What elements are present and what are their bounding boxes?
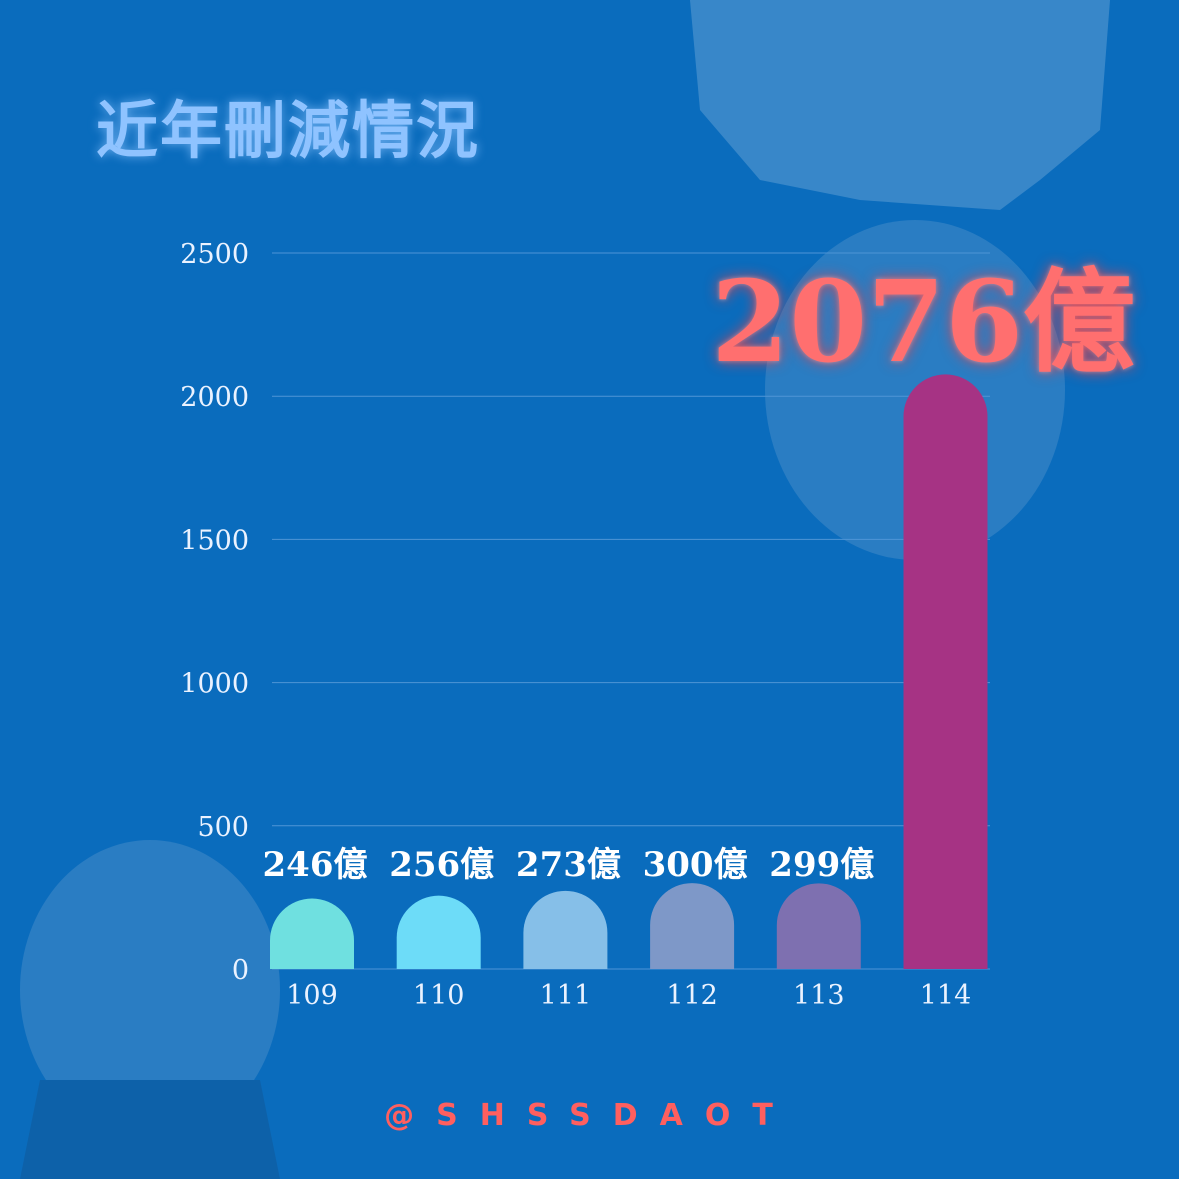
x-axis: 109 110 111 112 113 114 xyxy=(286,980,971,1011)
bars xyxy=(270,374,988,969)
x-tick-label: 114 xyxy=(920,980,972,1011)
highlight-value-label: 2076億 xyxy=(711,257,1135,388)
bar-112 xyxy=(650,883,735,969)
data-label: 300億 xyxy=(643,845,748,885)
bar-114 xyxy=(903,374,988,969)
y-tick-label: 2000 xyxy=(180,382,249,413)
account-handle: @SHSSDAOT xyxy=(384,1098,795,1133)
x-tick-label: 110 xyxy=(413,980,465,1011)
data-label: 299億 xyxy=(769,845,874,885)
x-tick-label: 111 xyxy=(540,980,592,1011)
bar-111 xyxy=(523,890,608,969)
page-title: 近年刪減情況 xyxy=(96,94,481,167)
y-tick-label: 2500 xyxy=(180,239,249,270)
x-tick-label: 113 xyxy=(793,980,845,1011)
bar-110 xyxy=(396,895,481,969)
bar-109 xyxy=(270,898,354,969)
y-tick-label: 1000 xyxy=(180,669,249,700)
y-tick-label: 0 xyxy=(232,955,249,986)
data-label: 256億 xyxy=(389,845,494,885)
data-label: 246億 xyxy=(263,845,368,885)
data-labels: 246億 256億 273億 300億 299億 xyxy=(263,845,875,885)
bar-113 xyxy=(776,883,861,969)
y-axis: 0 500 1000 1500 2000 2500 xyxy=(180,239,249,986)
data-label: 273億 xyxy=(516,845,621,885)
y-tick-label: 500 xyxy=(197,812,249,843)
x-tick-label: 109 xyxy=(286,980,338,1011)
grid-lines xyxy=(272,252,990,970)
y-tick-label: 1500 xyxy=(180,525,249,556)
x-tick-label: 112 xyxy=(666,980,718,1011)
